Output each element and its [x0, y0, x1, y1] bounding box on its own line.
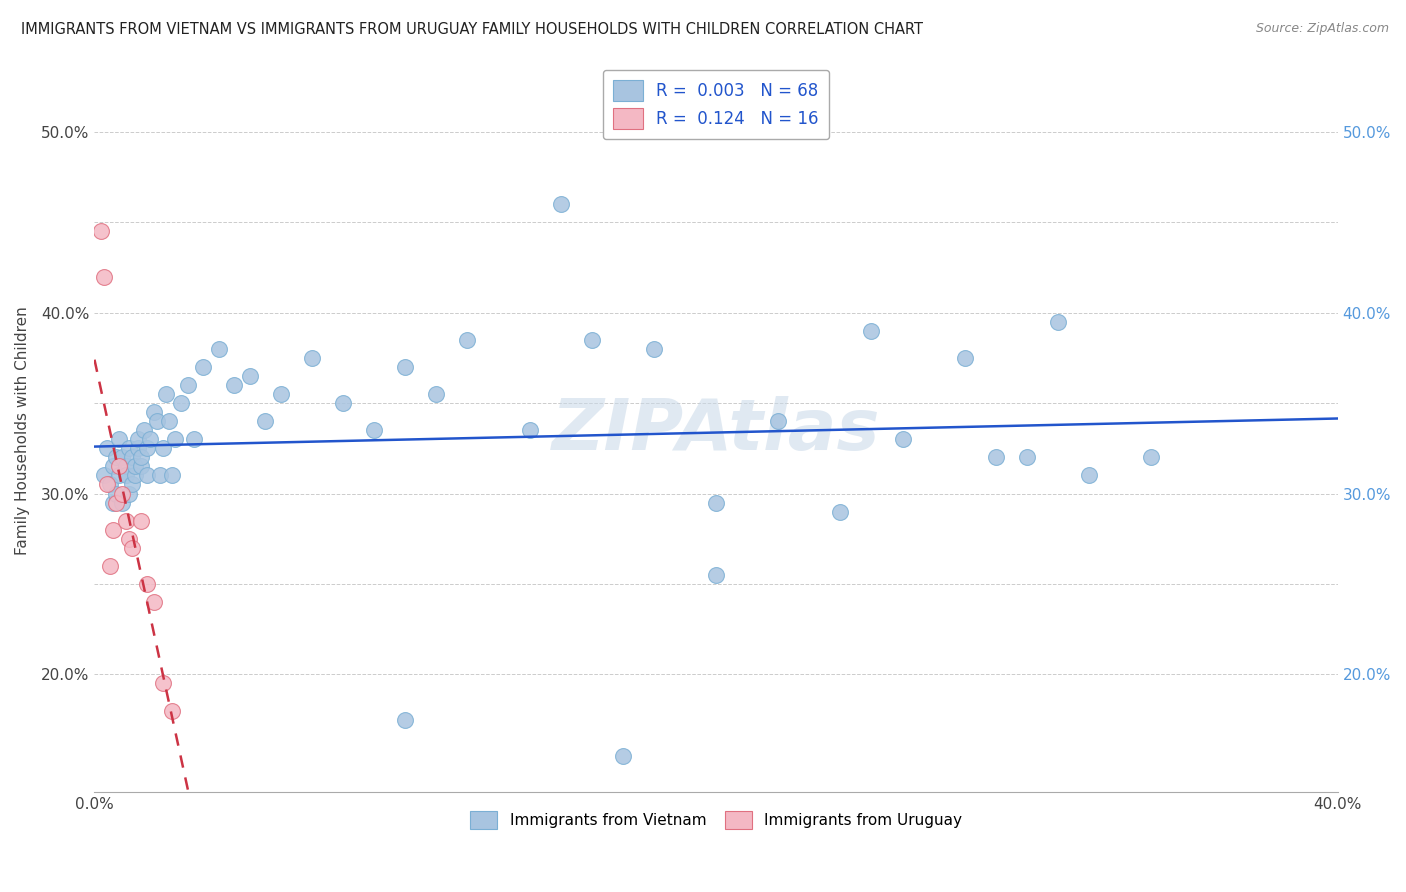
Point [121, 450, 143, 465]
Point [111, 486, 134, 500]
Point [830, 505, 852, 519]
Point [332, 396, 354, 410]
Point [136, 577, 159, 591]
Point [90, 224, 112, 238]
Point [224, 378, 246, 392]
Point [105, 495, 128, 509]
Point [254, 414, 277, 428]
Point [394, 359, 416, 374]
Point [129, 459, 152, 474]
Point [139, 432, 162, 446]
Text: Source: ZipAtlas.com: Source: ZipAtlas.com [1256, 22, 1389, 36]
Point [1015, 450, 1038, 465]
Point [170, 396, 193, 410]
Point [129, 514, 152, 528]
Point [105, 450, 128, 465]
Point [111, 450, 134, 465]
Point [953, 351, 976, 365]
Point [105, 486, 128, 500]
Point [239, 369, 262, 384]
Point [152, 442, 174, 456]
Point [124, 459, 146, 474]
Point [108, 468, 131, 483]
Point [129, 450, 152, 465]
Point [984, 450, 1007, 465]
Point [93, 468, 115, 483]
Point [108, 459, 131, 474]
Point [193, 359, 215, 374]
Point [1078, 468, 1101, 483]
Point [550, 197, 572, 211]
Point [456, 333, 478, 347]
Point [111, 495, 134, 509]
Point [891, 432, 914, 446]
Point [98, 558, 121, 573]
Point [136, 442, 159, 456]
Point [136, 468, 159, 483]
Point [394, 713, 416, 727]
Point [121, 541, 143, 555]
Point [108, 432, 131, 446]
Point [270, 387, 292, 401]
Point [127, 442, 149, 456]
Point [704, 495, 727, 509]
Legend: Immigrants from Vietnam, Immigrants from Uruguay: Immigrants from Vietnam, Immigrants from… [464, 805, 969, 835]
Point [127, 432, 149, 446]
Point [142, 595, 165, 609]
Point [160, 468, 183, 483]
Point [118, 442, 141, 456]
Point [121, 477, 143, 491]
Point [114, 514, 136, 528]
Point [425, 387, 447, 401]
Point [157, 414, 180, 428]
Point [96, 442, 118, 456]
Point [1046, 315, 1069, 329]
Point [165, 432, 187, 446]
Point [93, 269, 115, 284]
Text: IMMIGRANTS FROM VIETNAM VS IMMIGRANTS FROM URUGUAY FAMILY HOUSEHOLDS WITH CHILDR: IMMIGRANTS FROM VIETNAM VS IMMIGRANTS FR… [21, 22, 924, 37]
Point [704, 568, 727, 582]
Point [363, 423, 385, 437]
Point [519, 423, 541, 437]
Point [160, 704, 183, 718]
Point [766, 414, 789, 428]
Point [612, 748, 634, 763]
Point [101, 459, 124, 474]
Point [155, 387, 177, 401]
Point [98, 477, 121, 491]
Point [208, 342, 231, 356]
Point [114, 468, 136, 483]
Y-axis label: Family Households with Children: Family Households with Children [15, 306, 30, 555]
Point [101, 495, 124, 509]
Text: ZIPAtlas: ZIPAtlas [551, 396, 880, 465]
Point [96, 477, 118, 491]
Point [183, 432, 205, 446]
Point [149, 468, 172, 483]
Point [101, 523, 124, 537]
Point [114, 459, 136, 474]
Point [124, 468, 146, 483]
Point [118, 486, 141, 500]
Point [152, 676, 174, 690]
Point [1140, 450, 1163, 465]
Point [643, 342, 665, 356]
Point [145, 414, 167, 428]
Point [177, 378, 200, 392]
Point [860, 324, 883, 338]
Point [301, 351, 323, 365]
Point [118, 532, 141, 546]
Point [142, 405, 165, 419]
Point [134, 423, 156, 437]
Point [581, 333, 603, 347]
